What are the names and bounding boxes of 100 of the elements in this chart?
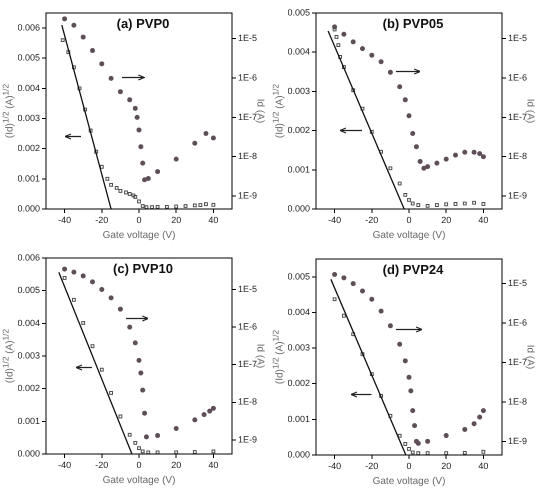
x-tick-label: 20 bbox=[171, 460, 182, 470]
point bbox=[90, 279, 95, 284]
point bbox=[136, 358, 142, 363]
point bbox=[118, 89, 123, 94]
point bbox=[60, 38, 65, 42]
y2-tick-label: 1E-9 bbox=[508, 190, 528, 201]
point bbox=[192, 450, 197, 454]
point bbox=[140, 449, 145, 454]
point bbox=[402, 97, 408, 102]
point bbox=[134, 114, 140, 120]
point bbox=[140, 160, 146, 166]
y-tick-label: 0.004 bbox=[287, 46, 310, 57]
y-tick-label: 0.005 bbox=[287, 7, 310, 18]
point bbox=[388, 414, 392, 418]
point bbox=[412, 423, 418, 428]
point bbox=[99, 61, 104, 66]
point bbox=[105, 176, 110, 181]
x-tick-label: 40 bbox=[208, 460, 218, 470]
y2-tick-label: 1E-5 bbox=[238, 284, 258, 294]
y-tick-label: 0.001 bbox=[287, 164, 310, 174]
point bbox=[108, 295, 114, 300]
point bbox=[406, 113, 412, 118]
y-tick-label: 0.000 bbox=[287, 449, 310, 460]
point bbox=[410, 202, 415, 206]
point bbox=[88, 128, 93, 133]
point bbox=[332, 272, 338, 277]
point bbox=[72, 298, 76, 302]
point bbox=[211, 449, 216, 454]
point bbox=[410, 408, 416, 414]
point bbox=[444, 156, 449, 162]
y-tick-label: 0.003 bbox=[17, 350, 40, 360]
point bbox=[174, 450, 178, 454]
y-tick-label: 0.001 bbox=[17, 416, 40, 426]
point bbox=[414, 144, 419, 150]
point bbox=[62, 276, 67, 280]
point bbox=[128, 192, 132, 196]
y-tick-label: 0.002 bbox=[287, 378, 310, 388]
point bbox=[71, 22, 76, 28]
point bbox=[137, 446, 141, 450]
point bbox=[100, 164, 104, 169]
point bbox=[133, 195, 138, 199]
point bbox=[81, 321, 86, 325]
point bbox=[416, 203, 420, 207]
y-tick-label: 0.002 bbox=[17, 383, 40, 394]
point bbox=[174, 204, 178, 208]
chart-title: (a) PVP0 bbox=[116, 16, 170, 32]
point bbox=[132, 106, 138, 111]
point bbox=[403, 442, 408, 446]
point bbox=[140, 388, 146, 393]
point bbox=[481, 450, 486, 454]
point bbox=[434, 203, 439, 207]
point bbox=[155, 169, 160, 174]
y2-tick-label: 1E-8 bbox=[508, 396, 528, 406]
x-tick-label: 0 bbox=[136, 214, 142, 225]
point bbox=[144, 205, 148, 209]
x-axis-title: Gate voltage (V) bbox=[372, 230, 446, 241]
point bbox=[407, 447, 411, 451]
x-tick-label: 40 bbox=[208, 214, 218, 225]
point bbox=[398, 182, 402, 186]
point bbox=[118, 414, 122, 418]
point bbox=[71, 270, 76, 275]
y-tick-label: 0.004 bbox=[17, 82, 40, 93]
point bbox=[156, 204, 160, 209]
point bbox=[388, 70, 393, 75]
point bbox=[132, 340, 138, 346]
point bbox=[83, 108, 87, 112]
x-tick-label: -20 bbox=[365, 460, 378, 471]
point bbox=[150, 205, 154, 209]
point bbox=[370, 130, 374, 134]
point bbox=[397, 342, 402, 347]
y2-tick-label: 1E-6 bbox=[238, 322, 258, 332]
point bbox=[138, 144, 144, 150]
y2-tick-label: 1E-6 bbox=[508, 318, 528, 328]
point bbox=[350, 39, 356, 44]
y-tick-label: 0.004 bbox=[17, 318, 40, 328]
point bbox=[351, 88, 356, 92]
y-tick-label: 0.003 bbox=[287, 342, 310, 353]
y2-tick-label: 1E-9 bbox=[238, 190, 258, 201]
point bbox=[144, 434, 149, 440]
point bbox=[444, 433, 449, 438]
point bbox=[142, 177, 148, 182]
point bbox=[402, 358, 408, 364]
x-tick-label: -40 bbox=[328, 214, 342, 225]
point bbox=[99, 287, 104, 292]
point bbox=[397, 84, 402, 90]
point bbox=[78, 86, 82, 90]
point bbox=[210, 406, 216, 411]
y2-tick-label: 1E-8 bbox=[238, 151, 258, 162]
point bbox=[453, 152, 458, 158]
point bbox=[462, 150, 468, 155]
point bbox=[462, 426, 468, 432]
point bbox=[472, 200, 476, 205]
point bbox=[481, 202, 486, 206]
point bbox=[140, 204, 145, 208]
point bbox=[425, 438, 430, 444]
y-tick-label: 0.005 bbox=[287, 271, 310, 282]
point bbox=[204, 202, 208, 206]
point bbox=[407, 198, 411, 202]
point bbox=[118, 306, 123, 312]
y2-tick-label: 1E-6 bbox=[508, 72, 528, 83]
